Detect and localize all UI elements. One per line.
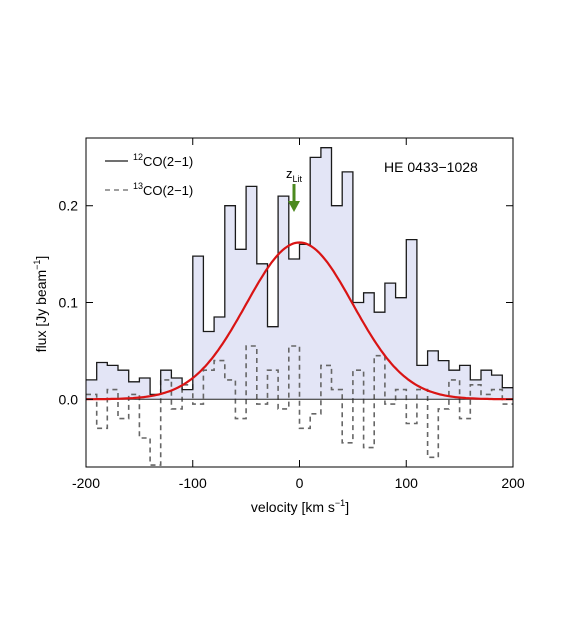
legend-co13-text: CO(2−1) [143,183,193,198]
x-axis-title-close: ] [345,499,349,515]
x-tick-label: 200 [501,475,525,491]
x-tick-label: 100 [395,475,419,491]
legend-co12-text: CO(2−1) [143,154,193,169]
y-axis-title-sup: −1 [32,260,42,270]
gaussian-fit-line [86,241,513,401]
legend-co12-sup: 12 [133,152,143,162]
x-axis: -200 -100 0 100 200 [72,138,525,491]
y-tick-label: 0.0 [59,391,79,407]
co12-fill-area [86,147,513,400]
x-axis-title-sup: −1 [335,498,345,508]
co13-series [86,345,513,466]
y-axis: 0.0 0.1 0.2 [59,198,513,407]
y-axis-title-close: ] [33,256,49,260]
co13-step-line [86,345,513,466]
z-lit-main: z [286,166,293,181]
co12-series [86,147,513,396]
x-axis-title-main: velocity [km s [251,499,335,515]
object-label: HE 0433−1028 [384,159,478,175]
legend: 12CO(2−1) 13CO(2−1) [105,152,193,198]
z-lit-sub: Lit [293,174,303,184]
co12-step-line [86,147,513,396]
co12-filled-area [86,147,513,400]
y-axis-title-main: flux [Jy beam [33,270,49,352]
y-tick-label: 0.2 [59,198,79,214]
z-lit-annotation: zLit [286,166,303,212]
x-tick-label: -200 [72,475,100,491]
legend-co13-sup: 13 [133,181,143,191]
legend-co13-label: 13CO(2−1) [133,181,193,198]
z-lit-label: zLit [286,166,303,184]
x-tick-label: 0 [296,475,304,491]
y-axis-title: flux [Jy beam−1] [32,256,49,353]
gaussian-fit-series [86,241,513,401]
x-axis-title: velocity [km s−1] [251,498,349,515]
z-lit-arrow-head [288,201,300,212]
legend-co12-label: 12CO(2−1) [133,152,193,169]
y-tick-label: 0.1 [59,295,79,311]
x-tick-label: -100 [179,475,207,491]
